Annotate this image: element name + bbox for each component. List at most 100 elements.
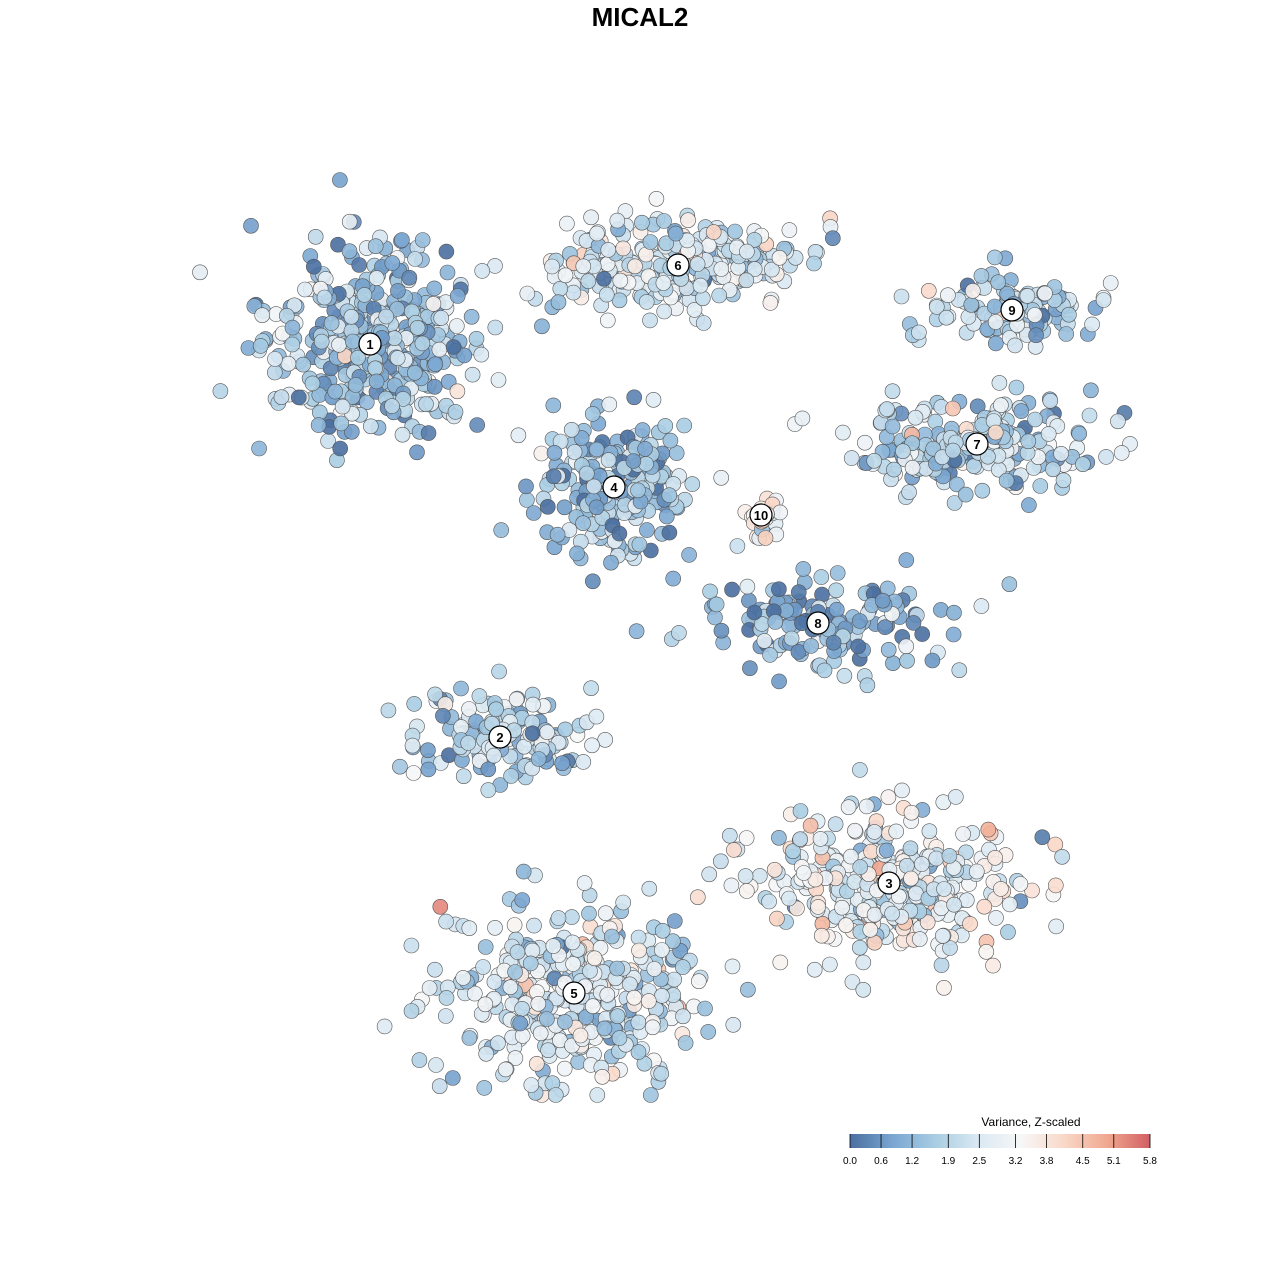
data-point [589, 1087, 606, 1103]
data-point [628, 623, 645, 640]
data-point [945, 626, 962, 643]
data-point [658, 235, 675, 252]
data-point [1084, 316, 1100, 333]
data-point [968, 863, 985, 880]
cluster-label-marker [666, 253, 690, 277]
data-point [332, 172, 348, 188]
data-point [795, 561, 812, 577]
cluster-label-text: 1 [366, 337, 373, 352]
data-point [781, 222, 798, 238]
data-point [403, 1003, 420, 1019]
data-point [951, 662, 968, 679]
data-point [1042, 392, 1059, 409]
data-point [713, 261, 730, 277]
data-point [646, 961, 663, 977]
data-point [630, 482, 646, 499]
data-point [946, 896, 962, 913]
data-point [596, 1020, 613, 1037]
data-point [642, 312, 658, 329]
data-point [812, 831, 829, 847]
data-point [420, 761, 437, 778]
data-point [986, 249, 1003, 266]
data-point [539, 1011, 555, 1027]
data-point [737, 868, 754, 884]
data-point [795, 865, 812, 881]
cluster-label-8: 8 [806, 611, 830, 635]
data-point [426, 378, 443, 395]
data-point [1000, 924, 1016, 940]
data-point [493, 522, 510, 538]
data-point [445, 339, 462, 355]
data-point [850, 638, 867, 655]
data-point [657, 418, 674, 434]
data-point [612, 272, 629, 289]
data-point [503, 768, 519, 784]
data-point [771, 673, 787, 690]
data-point [432, 898, 449, 915]
data-point [611, 1030, 628, 1046]
cluster-label-text: 3 [885, 876, 892, 891]
data-point [427, 961, 443, 978]
data-point [690, 973, 707, 990]
data-point [816, 662, 833, 679]
data-point [559, 215, 575, 232]
data-point [893, 288, 910, 305]
data-point [1061, 306, 1077, 323]
data-point [631, 536, 648, 553]
colorbar-gradient [850, 1134, 1150, 1148]
cluster-label-marker [965, 432, 989, 456]
cluster-label-6: 6 [666, 253, 690, 277]
data-point [625, 453, 642, 469]
data-point [473, 346, 490, 363]
data-point [251, 440, 267, 457]
data-point [781, 890, 797, 907]
data-point [449, 383, 466, 400]
data-point [630, 1044, 647, 1060]
data-point [666, 913, 683, 929]
data-point [414, 232, 431, 248]
data-point [519, 285, 536, 302]
data-point [705, 224, 722, 240]
cluster-label-3: 3 [877, 871, 901, 895]
data-point [477, 996, 494, 1013]
data-point [901, 484, 917, 501]
data-point [993, 881, 1009, 897]
data-point [855, 954, 872, 971]
data-point [877, 619, 893, 636]
data-point [851, 939, 868, 956]
data-point [898, 552, 915, 568]
data-point [686, 302, 703, 318]
data-point [810, 899, 826, 915]
data-point [439, 264, 456, 281]
data-point [420, 425, 437, 441]
data-point [368, 270, 385, 286]
data-point [448, 318, 465, 334]
data-point [378, 308, 395, 325]
data-point [490, 1035, 506, 1051]
data-point [1040, 426, 1057, 442]
data-point [487, 919, 503, 936]
data-point [547, 1087, 564, 1103]
data-point [343, 308, 360, 325]
cluster-label-text: 2 [496, 730, 503, 745]
data-point [674, 959, 691, 975]
data-point [380, 702, 397, 719]
data-point [886, 461, 902, 478]
data-point [437, 1008, 454, 1024]
data-point [584, 406, 601, 422]
data-point [428, 1057, 444, 1073]
data-point [507, 1050, 524, 1066]
data-point [1020, 433, 1037, 450]
cluster-label-marker [562, 981, 586, 1005]
data-point [516, 738, 532, 755]
data-point [497, 1061, 514, 1078]
data-point [461, 701, 477, 717]
data-point [518, 478, 534, 495]
data-point [1027, 411, 1043, 428]
cluster-label-7: 7 [965, 432, 989, 456]
data-point [993, 397, 1009, 414]
data-point [444, 1070, 461, 1086]
data-point [367, 238, 384, 254]
data-point [679, 232, 696, 249]
